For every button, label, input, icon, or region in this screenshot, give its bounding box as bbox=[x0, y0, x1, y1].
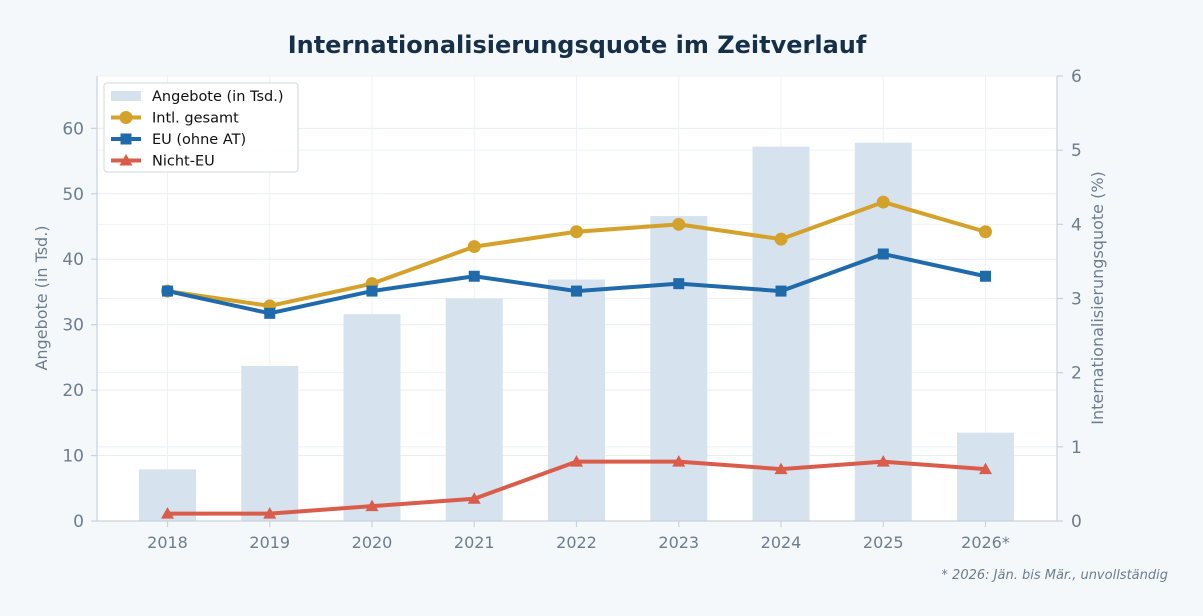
x-tick-label: 2025 bbox=[863, 533, 904, 552]
series-point-0-2025 bbox=[876, 195, 890, 209]
x-tick-label: 2019 bbox=[249, 533, 290, 552]
y-tick-right-label: 1 bbox=[1071, 438, 1082, 458]
series-point-1-2020 bbox=[366, 285, 378, 297]
x-tick-label: 2021 bbox=[454, 533, 495, 552]
series-point-1-2025 bbox=[877, 248, 889, 260]
tick-labels: 0 10 20 30 40 50 60 0 1 2 3 4 5 6 2018 2019 2020 2021 2022… bbox=[62, 67, 1081, 552]
x-tick-label: 2020 bbox=[352, 533, 393, 552]
legend-swatch-marker bbox=[119, 111, 133, 124]
legend-swatch-bar bbox=[111, 91, 141, 101]
legend-label: EU (ohne AT) bbox=[152, 132, 246, 148]
y-tick-right-label: 4 bbox=[1071, 215, 1082, 235]
series-point-2-2022 bbox=[570, 455, 583, 467]
legend-label: Angebote (in Tsd.) bbox=[152, 89, 284, 105]
series-point-1-2021 bbox=[468, 270, 480, 282]
y-tick-left-label: 40 bbox=[62, 250, 84, 270]
y-tick-right-label: 6 bbox=[1071, 67, 1082, 87]
axes bbox=[91, 75, 1063, 527]
bar-2024 bbox=[752, 146, 810, 522]
bar-2023 bbox=[650, 216, 708, 521]
series-point-1-2018 bbox=[162, 285, 173, 297]
series-point-0-2024 bbox=[774, 232, 788, 246]
y-tick-left-label: 50 bbox=[62, 185, 84, 205]
bar-2019 bbox=[241, 365, 299, 521]
legend-swatch-marker bbox=[120, 133, 132, 145]
series-point-1-2019 bbox=[264, 307, 276, 319]
y-tick-left-label: 60 bbox=[62, 119, 84, 139]
bar-series bbox=[139, 142, 1014, 522]
y-tick-left-label: 20 bbox=[62, 381, 84, 401]
legend-box bbox=[103, 82, 299, 173]
legend-label: Intl. gesamt bbox=[152, 111, 239, 127]
x-tick-label: 2024 bbox=[761, 533, 802, 552]
series-point-1-2026* bbox=[980, 270, 991, 282]
series-point-2-2023 bbox=[672, 455, 686, 467]
series-point-0-2026* bbox=[979, 225, 992, 239]
series-point-1-2024 bbox=[775, 285, 787, 297]
legend-swatch-marker bbox=[119, 154, 133, 166]
series-point-0-2022 bbox=[570, 225, 583, 239]
y-axis-right-label: Internationalisierungsquote (%) bbox=[1088, 171, 1107, 425]
series-point-2-2019 bbox=[263, 507, 277, 519]
y-tick-left-label: 10 bbox=[62, 447, 84, 467]
x-tick-label: 2022 bbox=[556, 533, 597, 552]
y-tick-right-label: 5 bbox=[1071, 141, 1082, 161]
series-point-2-2025 bbox=[876, 455, 890, 467]
series-point-0-2021 bbox=[467, 240, 481, 254]
y-tick-right-label: 2 bbox=[1071, 364, 1082, 384]
x-tick-label: 2026* bbox=[961, 533, 1010, 552]
x-tick-label: 2018 bbox=[147, 533, 188, 552]
series-point-0-2023 bbox=[672, 217, 686, 231]
series-point-2-2018 bbox=[161, 507, 174, 519]
bar-2021 bbox=[445, 298, 503, 521]
series-point-1-2022 bbox=[571, 285, 582, 297]
series-point-1-2023 bbox=[673, 278, 685, 290]
bar-2020 bbox=[343, 314, 401, 521]
line-series bbox=[161, 195, 992, 519]
x-tick-label: 2023 bbox=[658, 533, 699, 552]
series-point-2-2026* bbox=[979, 462, 992, 475]
footnote: * 2026: Jän. bis Mär., unvollständig bbox=[941, 568, 1168, 583]
y-tick-right-label: 0 bbox=[1071, 512, 1082, 532]
chart-title: Internationalisierungsquote im Zeitverla… bbox=[288, 31, 867, 59]
y-axis-left-label: Angebote (in Tsd.) bbox=[32, 225, 51, 370]
bar-2026* bbox=[957, 432, 1014, 521]
y-tick-right-label: 3 bbox=[1071, 290, 1082, 310]
legend: Angebote (in Tsd.) Intl. gesamt EU (ohne A… bbox=[103, 82, 299, 173]
legend-label: Nicht-EU bbox=[152, 154, 215, 170]
series-point-2-2020 bbox=[365, 499, 379, 512]
bar-2022 bbox=[548, 279, 605, 521]
series-point-2-2024 bbox=[774, 462, 788, 475]
y-tick-left-label: 30 bbox=[62, 316, 84, 336]
series-point-2-2021 bbox=[467, 492, 481, 504]
y-tick-left-label: 0 bbox=[73, 512, 84, 532]
